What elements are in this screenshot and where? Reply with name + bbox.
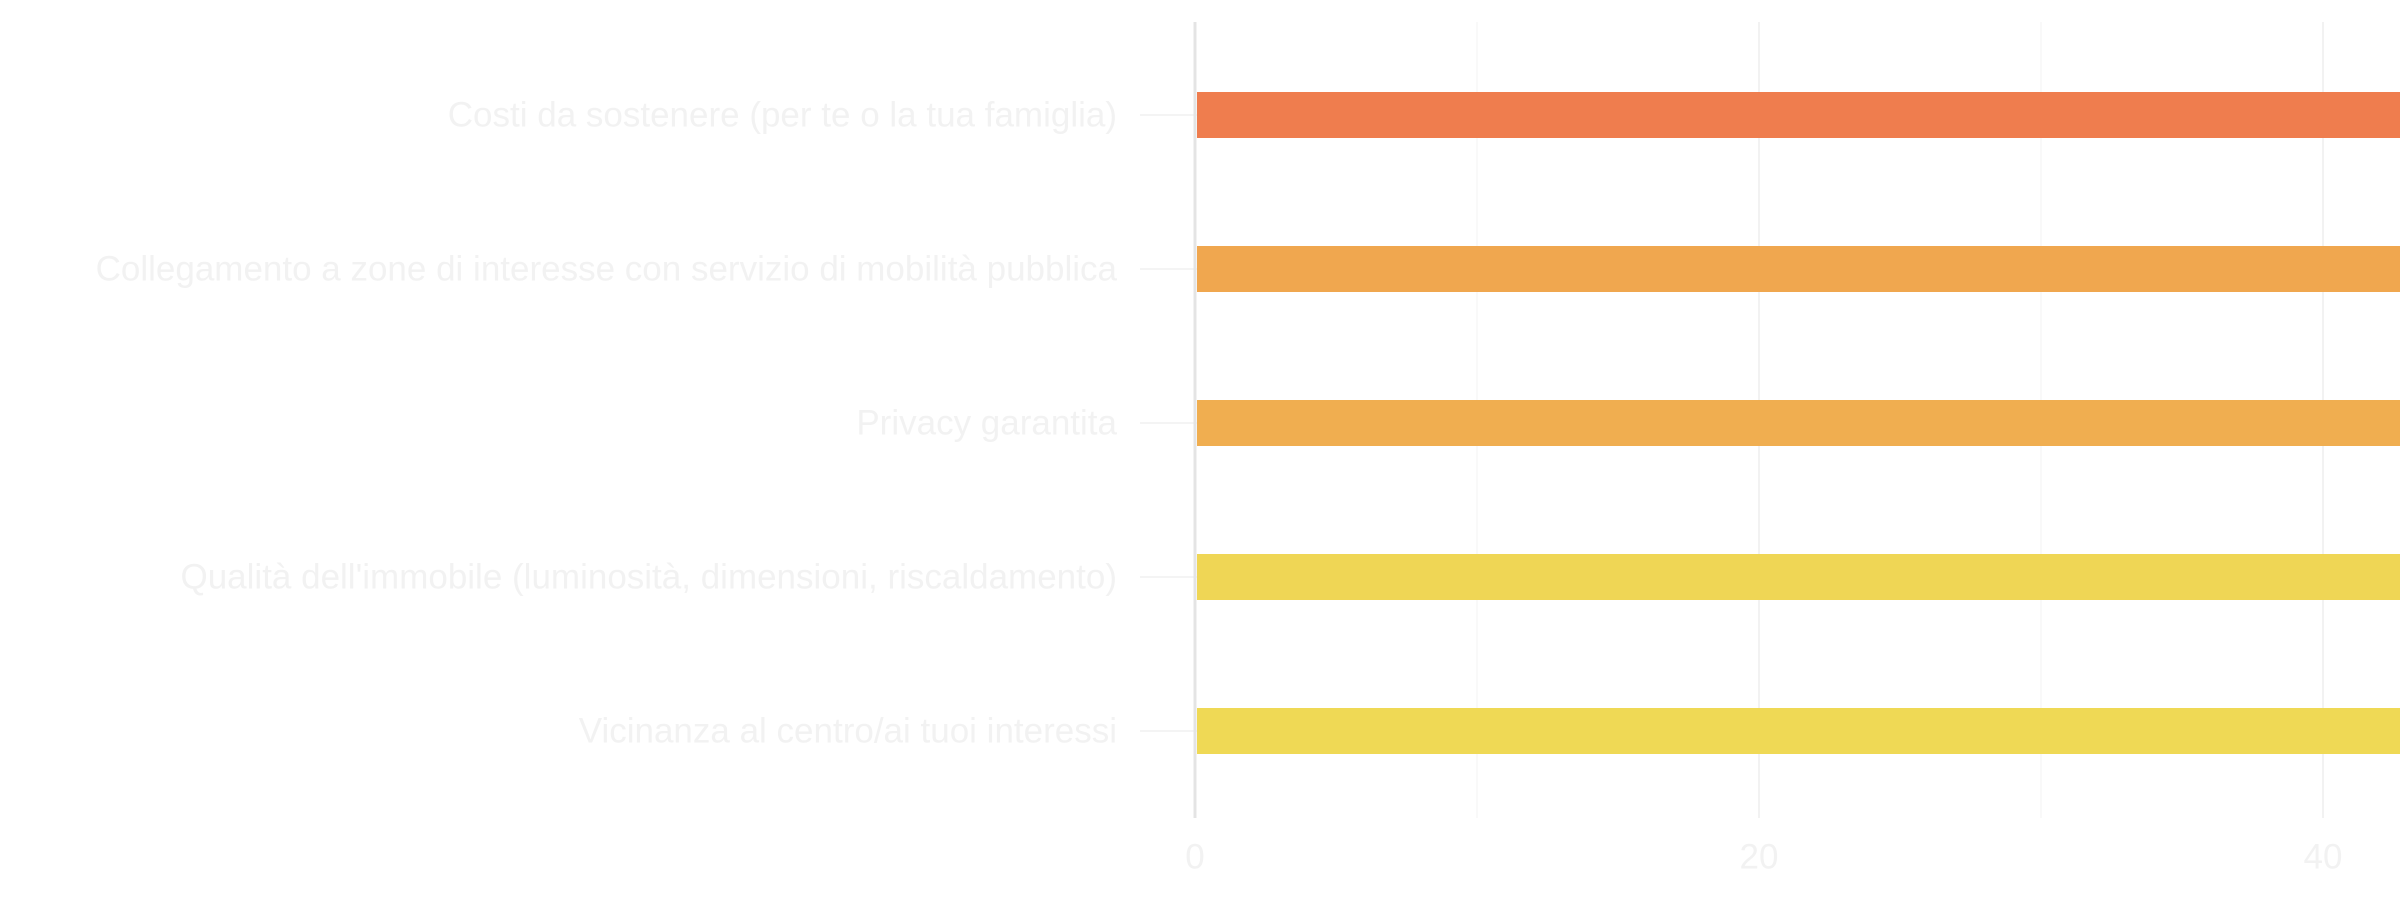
bar <box>1197 400 2400 446</box>
x-tick-label: 40 <box>2304 838 2343 877</box>
category-label: Vicinanza al centro/ai tuoi interessi <box>579 712 1117 751</box>
bar <box>1197 708 2400 754</box>
category-label: Collegamento a zone di interesse con ser… <box>96 250 1118 289</box>
bar <box>1197 246 2400 292</box>
x-tick-label: 0 <box>1185 838 1204 877</box>
bar <box>1197 92 2400 138</box>
x-tick-label: 20 <box>1740 838 1779 877</box>
bars <box>1197 92 2400 754</box>
labels: Costi da sostenere (per te o la tua fami… <box>96 96 2400 877</box>
bar <box>1197 554 2400 600</box>
category-label: Costi da sostenere (per te o la tua fami… <box>448 96 1117 135</box>
category-label: Privacy garantita <box>856 404 1117 443</box>
category-label: Qualità dell'immobile (luminosità, dimen… <box>180 558 1117 597</box>
